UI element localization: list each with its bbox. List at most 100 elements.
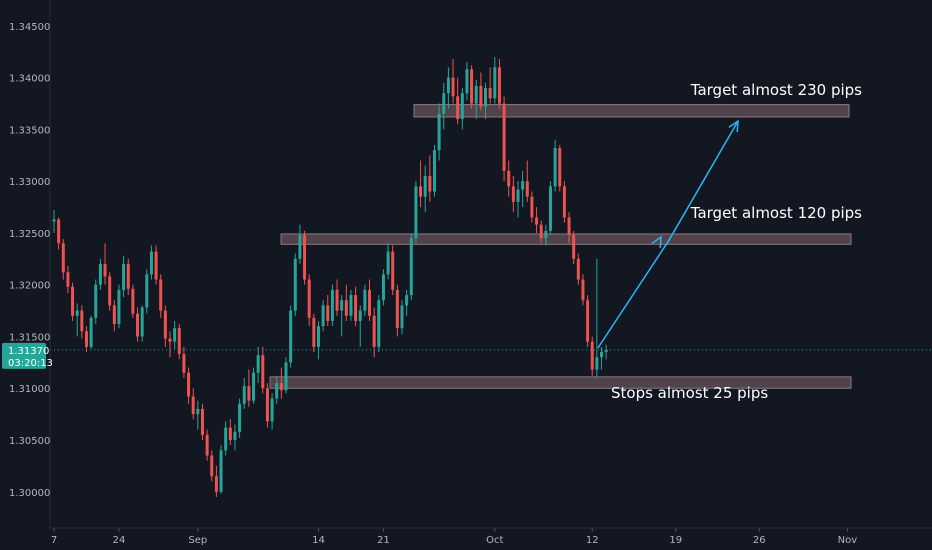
candle-body (335, 289, 339, 311)
candle-body (553, 148, 557, 187)
candle-body (368, 289, 372, 316)
candle-body (187, 372, 191, 397)
candle-body (163, 310, 167, 339)
candle-body (502, 103, 506, 171)
candle-body (479, 85, 483, 107)
candle-body (149, 251, 153, 275)
candle-body (126, 264, 130, 289)
candle-body (275, 383, 279, 399)
candle-body (210, 455, 214, 477)
x-tick-label: 26 (753, 535, 766, 546)
y-tick-label: 1.30000 (9, 488, 50, 499)
price-badge-countdown: 03:20:13 (8, 358, 53, 369)
candle-body (57, 219, 61, 244)
candle-body (84, 331, 88, 347)
candle-body (112, 305, 116, 325)
candle-body (168, 338, 172, 342)
candle-body (446, 77, 450, 94)
y-tick-label: 1.33000 (9, 177, 50, 188)
candle-body (298, 235, 302, 259)
candle-body (191, 396, 195, 415)
candle-body (460, 93, 464, 120)
x-tick-label: 21 (377, 535, 390, 546)
projection-line (597, 120, 739, 349)
candle-body (233, 431, 237, 440)
zone-resistance-upper (413, 104, 850, 118)
candle-body (256, 355, 260, 373)
candle-body (247, 386, 251, 401)
candle-body (71, 286, 75, 316)
y-tick-label: 1.33500 (9, 125, 50, 136)
candle-body (363, 289, 367, 311)
x-tick-label: 12 (586, 535, 599, 546)
candle-body (423, 176, 427, 197)
candle-body (358, 310, 362, 321)
candle-body (562, 186, 566, 218)
candle-body (182, 354, 186, 373)
candle-body (586, 300, 590, 342)
candle-body (326, 305, 330, 321)
candle-body (465, 69, 469, 94)
candle-body (200, 408, 204, 435)
candle-body (196, 408, 200, 415)
candle-body (581, 279, 585, 301)
candle-body (521, 181, 525, 190)
candle-body (516, 189, 520, 202)
candle-body (484, 88, 488, 107)
candle-body (456, 96, 460, 120)
candle-body (98, 264, 102, 285)
candle-body (284, 362, 288, 391)
annotation-label: Target almost 120 pips (690, 204, 862, 222)
candle-body (238, 403, 242, 432)
arrow-head-end (728, 119, 739, 133)
candle-body (600, 352, 604, 358)
candle-body (558, 148, 562, 187)
candle-body (372, 315, 376, 347)
zones-layer (269, 104, 852, 389)
candle-body (289, 310, 293, 363)
candle-body (177, 328, 181, 355)
candle-body (159, 279, 163, 311)
candle-body (154, 251, 158, 280)
projection-arrow (597, 119, 739, 349)
candle-body (303, 235, 307, 280)
candle-body (525, 181, 529, 197)
candle-body (131, 288, 135, 314)
annotations-layer: Target almost 230 pips Target almost 120 … (611, 81, 862, 402)
y-axis[interactable]: 1.30000 1.30500 1.31000 1.31500 1.32000 1.325… (9, 0, 51, 528)
candle-body (488, 88, 492, 99)
annotation-label: Stops almost 25 pips (611, 384, 768, 402)
candle-body (405, 295, 409, 306)
x-axis[interactable]: 7 24 Sep 14 21 Oct 12 19 26 Nov (50, 527, 932, 546)
price-badge-value: 1.31370 (8, 346, 49, 357)
candle-body (173, 328, 177, 342)
candle-body (595, 357, 599, 370)
candle-body (94, 284, 98, 318)
candle-body (437, 113, 441, 151)
candle-body (377, 300, 381, 347)
x-tick-label: Nov (838, 535, 858, 546)
candle-body (419, 186, 423, 197)
candle-body (349, 295, 353, 316)
candle-body (307, 279, 311, 318)
candle-body (145, 274, 149, 308)
candle-body (344, 300, 348, 316)
candle-body (451, 77, 455, 97)
candle-body (604, 349, 608, 352)
candle-body (539, 224, 543, 239)
candle-body (265, 388, 269, 422)
candle-body (572, 235, 576, 259)
candle-body (590, 341, 594, 370)
candle-body (140, 307, 144, 337)
candle-body (293, 258, 297, 311)
candle-body (340, 300, 344, 311)
x-tick-label: 7 (51, 535, 57, 546)
candle-body (507, 170, 511, 187)
candle-body (52, 219, 56, 222)
candle-body (61, 243, 65, 273)
candle-body (470, 69, 474, 104)
candle-body (414, 186, 418, 239)
candle-body (224, 427, 228, 451)
candle-body (219, 450, 223, 492)
